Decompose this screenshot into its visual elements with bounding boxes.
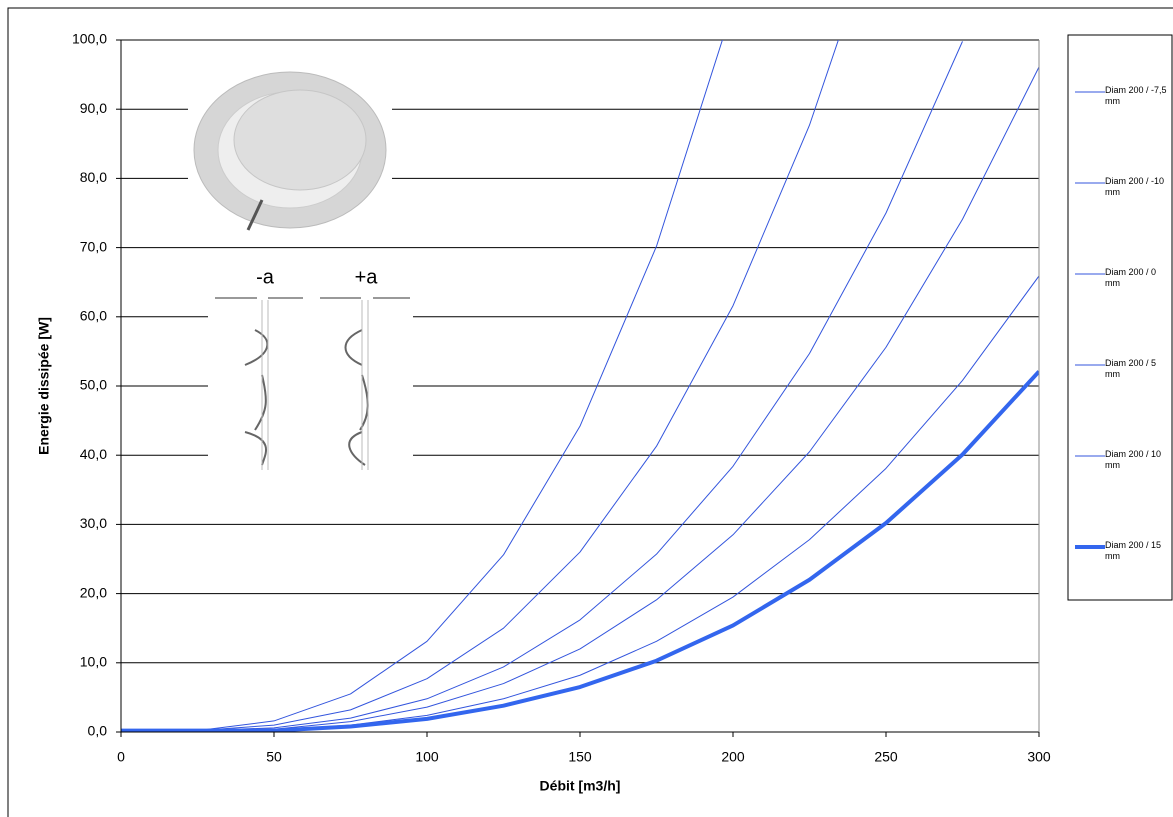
y-tick-label: 20,0 bbox=[80, 584, 107, 600]
frame bbox=[7, 7, 1173, 817]
y-tick-label: 90,0 bbox=[80, 100, 107, 116]
legend-entry: Diam 200 / 15 mm bbox=[1105, 540, 1162, 561]
legend-label: Diam 200 / 0 mm bbox=[1105, 267, 1157, 288]
y-tick-label: 0,0 bbox=[88, 723, 108, 739]
legend-label: Diam 200 / 5 mm bbox=[1105, 358, 1157, 379]
y-tick-label: 50,0 bbox=[80, 377, 107, 393]
x-tick-label: 150 bbox=[568, 749, 592, 765]
x-tick-label: 250 bbox=[874, 749, 898, 765]
legend-label: Diam 200 / -7,5 mm bbox=[1105, 85, 1167, 106]
diffuser-illustration: -a +a bbox=[188, 62, 413, 472]
x-tick-label: 0 bbox=[117, 749, 125, 765]
annotation: -a bbox=[256, 266, 275, 288]
legend-entry: Diam 200 / 5 mm bbox=[1105, 358, 1157, 379]
x-tick-label: 50 bbox=[266, 749, 282, 765]
legend-entry: Diam 200 / 10 mm bbox=[1105, 449, 1162, 470]
series-line bbox=[121, 41, 963, 732]
series-line bbox=[121, 370, 1039, 732]
legend bbox=[1067, 34, 1173, 601]
legend-label: Diam 200 / 15 mm bbox=[1105, 540, 1162, 561]
y-tick-label: 70,0 bbox=[80, 238, 107, 254]
x-tick-label: 300 bbox=[1027, 749, 1051, 765]
legend-entry: Diam 200 / -10 mm bbox=[1105, 176, 1165, 197]
legend-label: Diam 200 / 10 mm bbox=[1105, 449, 1162, 470]
x-tick-label: 200 bbox=[721, 749, 745, 765]
series-line bbox=[121, 40, 839, 732]
y-tick-label: 60,0 bbox=[80, 308, 107, 324]
y-tick-label: 100,0 bbox=[72, 31, 107, 47]
x-tick-label: 100 bbox=[415, 749, 439, 765]
x-axis-title: Débit [m3/h] bbox=[540, 778, 621, 794]
legend-entry: Diam 200 / -7,5 mm bbox=[1105, 85, 1167, 106]
y-tick-label: 40,0 bbox=[80, 446, 107, 462]
legend-entry: Diam 200 / 0 mm bbox=[1105, 267, 1157, 288]
annotation: +a bbox=[355, 266, 379, 288]
y-tick-label: 30,0 bbox=[80, 515, 107, 531]
y-tick-label: 10,0 bbox=[80, 654, 107, 670]
series-line bbox=[121, 40, 723, 732]
y-tick-label: 80,0 bbox=[80, 169, 107, 185]
legend-label: Diam 200 / -10 mm bbox=[1105, 176, 1165, 197]
y-axis-title: Energie dissipée [W] bbox=[36, 317, 52, 455]
